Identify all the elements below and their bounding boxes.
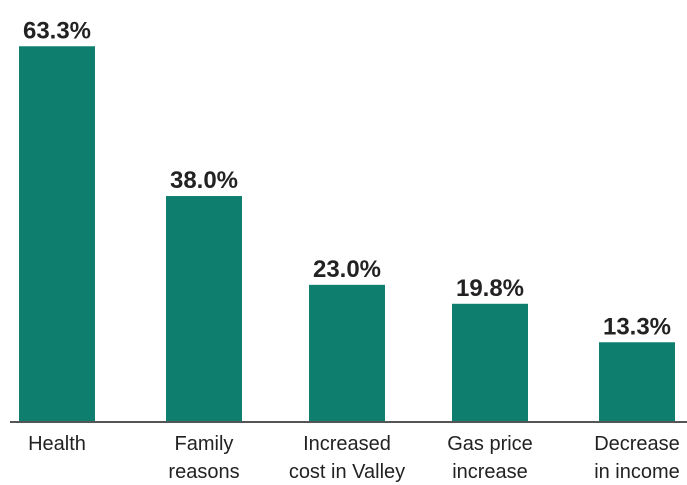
x-tick-label-line: reasons	[168, 461, 239, 483]
value-label: 13.3%	[603, 313, 671, 340]
x-tick-label: Health	[28, 433, 86, 455]
x-tick-label: Family reasons	[168, 433, 239, 483]
x-tick-label-line: Family	[175, 433, 234, 455]
x-tick-label-line: Decrease	[594, 433, 680, 455]
x-tick-label-line: Increased	[303, 433, 391, 455]
x-tick-label-line: Gas price	[447, 433, 533, 455]
bar	[19, 46, 95, 421]
x-tick-label: Gas price increase	[447, 433, 533, 483]
bar	[309, 284, 385, 421]
x-tick-label: Increased cost in Valley	[289, 433, 405, 483]
bar	[452, 303, 528, 421]
x-tick-label-line: increase	[452, 461, 528, 483]
x-tick-label-line: cost in Valley	[289, 461, 405, 483]
x-tick-label-line: Health	[28, 433, 86, 455]
value-label: 19.8%	[456, 275, 524, 302]
value-label: 38.0%	[170, 167, 238, 194]
x-tick-label: Decrease in income	[594, 433, 680, 483]
value-label: 23.0%	[313, 256, 381, 283]
x-tick-label-line: in income	[594, 461, 680, 483]
bar	[599, 342, 675, 421]
value-label: 63.3%	[23, 17, 91, 44]
bar	[166, 196, 242, 421]
